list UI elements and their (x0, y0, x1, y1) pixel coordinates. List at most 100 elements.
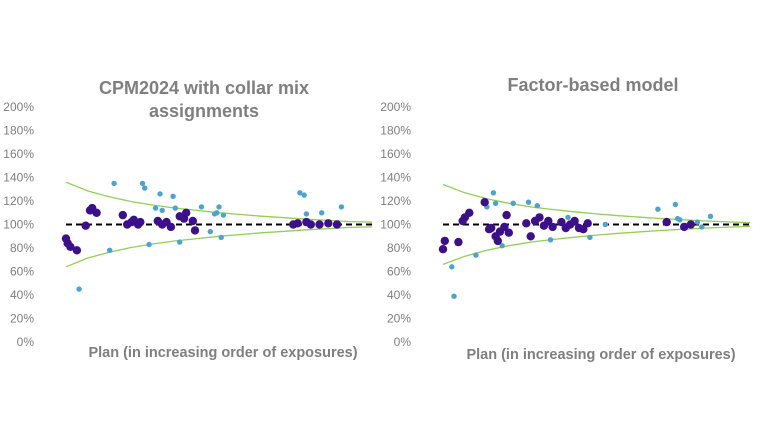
dark-series-point (502, 210, 511, 220)
chart-panel-factor-based: Factor-based model 0% 20% 40% 60% 80% 100% 120%… (380, 75, 751, 363)
light-series-point (214, 210, 220, 216)
chart-title: assignments (149, 101, 259, 121)
dark-series-point (92, 208, 101, 217)
chart-panel-collar-mix: CPM2024 with collar mix assignments 0% 20% 4… (3, 78, 373, 361)
y-tick-label: 20% (387, 312, 411, 326)
light-series-point (216, 204, 222, 210)
light-series-point (170, 193, 176, 199)
dark-series-point (118, 210, 128, 220)
dark-series-point (480, 198, 489, 207)
dark-series-point (579, 225, 588, 234)
dark-series-point (535, 213, 544, 222)
light-series-point (655, 206, 661, 212)
dark-series-point (438, 245, 448, 254)
dark-series-point (66, 242, 75, 251)
y-tick-label: 80% (387, 241, 411, 255)
light-series-point (473, 252, 479, 258)
light-series-point (492, 200, 499, 206)
x-axis-label: Plan (in increasing order of exposures) (88, 345, 357, 361)
dark-series-point (487, 223, 496, 233)
light-series-point (534, 203, 540, 209)
dark-series-point (570, 216, 579, 226)
light-series-point (490, 190, 497, 196)
dark-series-point (504, 228, 513, 237)
y-tick-label: 120% (380, 194, 411, 208)
band-lower-curve (65, 226, 373, 268)
light-series-point (707, 213, 714, 219)
dark-series-point (522, 219, 531, 228)
light-series-point (207, 228, 213, 235)
chart-title: Factor-based model (507, 75, 678, 95)
y-tick-label: 100% (380, 218, 411, 232)
light-series-point (218, 234, 224, 241)
light-series-point (139, 180, 146, 187)
y-tick-label: 120% (3, 194, 34, 208)
dark-series-point (493, 236, 502, 246)
y-tick-label: 140% (380, 171, 411, 185)
light-series-point (157, 191, 163, 197)
dark-series-point (81, 221, 90, 230)
dark-series-point (188, 216, 197, 226)
light-series-point (159, 207, 165, 214)
light-series-point (111, 180, 117, 187)
dark-series-point (72, 246, 82, 255)
y-tick-label: 40% (387, 288, 411, 302)
y-tick-label: 80% (10, 241, 34, 255)
light-series-point (177, 239, 183, 245)
light-series-point (220, 212, 227, 218)
y-tick-label: 100% (3, 218, 34, 232)
chart-title: CPM2024 with collar mix (99, 78, 309, 98)
light-series-point (677, 217, 683, 223)
light-series-point (198, 204, 205, 210)
dark-series-point (306, 220, 315, 229)
light-series-point (297, 190, 303, 196)
y-tick-label: 180% (3, 124, 34, 138)
dark-series-point (680, 222, 689, 232)
dark-series-point (526, 232, 535, 241)
dark-series-point (315, 220, 324, 229)
band-upper-curve (65, 181, 373, 223)
dark-series-point (166, 222, 176, 232)
light-series-point (587, 234, 593, 241)
x-axis-label: Plan (in increasing order of exposures) (466, 347, 735, 363)
light-series-point (449, 264, 455, 270)
light-series-point (338, 204, 345, 210)
light-series-point (146, 241, 152, 248)
dark-series-point (454, 237, 463, 247)
light-series-point (694, 219, 701, 225)
y-tick-label: 140% (3, 171, 34, 185)
y-tick-label: 160% (3, 147, 34, 161)
light-series-point (510, 200, 516, 206)
dark-series-point (465, 208, 474, 217)
y-tick-label: 40% (10, 288, 34, 302)
band-lower-curve (442, 225, 751, 266)
dark-series-point (544, 216, 553, 226)
band-upper-curve (442, 183, 751, 224)
dark-series-point (136, 217, 145, 227)
light-series-point (152, 205, 159, 211)
dark-series-point (500, 222, 509, 232)
y-tick-label: 180% (380, 124, 411, 138)
y-tick-label: 160% (380, 147, 411, 161)
y-tick-label: 0% (17, 335, 35, 349)
light-series-point (672, 201, 679, 208)
light-series-point (76, 286, 82, 292)
dark-series-point (324, 219, 333, 228)
dark-series-point (686, 220, 695, 229)
dark-series-point (662, 217, 671, 227)
light-series-point (451, 293, 457, 299)
y-tick-label: 20% (10, 312, 34, 326)
light-series-point (602, 221, 608, 228)
dark-series-point (182, 208, 191, 217)
dark-series-point (583, 219, 592, 228)
y-tick-label: 60% (10, 265, 34, 279)
light-series-point (142, 185, 148, 191)
light-series-point (547, 237, 554, 243)
light-series-point (303, 211, 310, 217)
light-series-point (565, 214, 571, 221)
dark-series-point (190, 226, 200, 235)
dark-series-point (440, 236, 449, 246)
dark-series-point (557, 217, 566, 227)
y-tick-label: 0% (394, 335, 412, 349)
